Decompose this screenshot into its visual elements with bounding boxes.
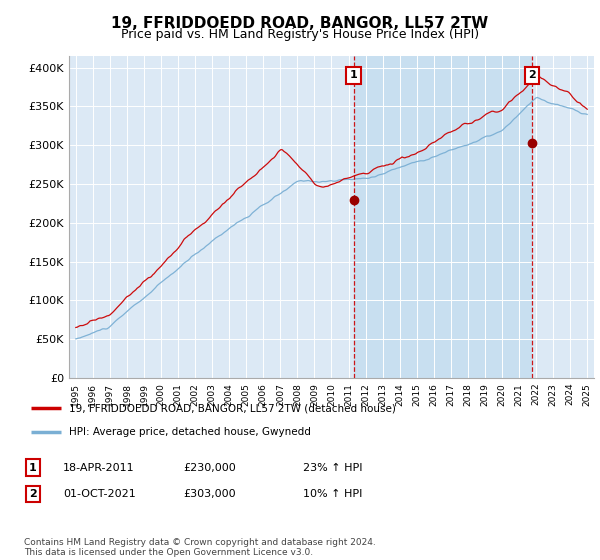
Text: 01-OCT-2021: 01-OCT-2021 — [63, 489, 136, 499]
Bar — [353, 56, 532, 378]
Text: HPI: Average price, detached house, Gwynedd: HPI: Average price, detached house, Gwyn… — [68, 427, 311, 437]
Text: 19, FFRIDDOEDD ROAD, BANGOR, LL57 2TW: 19, FFRIDDOEDD ROAD, BANGOR, LL57 2TW — [112, 16, 488, 31]
Text: 19, FFRIDDOEDD ROAD, BANGOR, LL57 2TW (detached house): 19, FFRIDDOEDD ROAD, BANGOR, LL57 2TW (d… — [68, 403, 395, 413]
Text: £303,000: £303,000 — [183, 489, 236, 499]
Text: 1: 1 — [350, 71, 358, 80]
Text: 2: 2 — [528, 71, 536, 80]
Text: 2: 2 — [29, 489, 37, 499]
Text: 23% ↑ HPI: 23% ↑ HPI — [303, 463, 362, 473]
Text: 1: 1 — [29, 463, 37, 473]
Text: Contains HM Land Registry data © Crown copyright and database right 2024.
This d: Contains HM Land Registry data © Crown c… — [24, 538, 376, 557]
Text: 10% ↑ HPI: 10% ↑ HPI — [303, 489, 362, 499]
Text: £230,000: £230,000 — [183, 463, 236, 473]
Text: Price paid vs. HM Land Registry's House Price Index (HPI): Price paid vs. HM Land Registry's House … — [121, 28, 479, 41]
Text: 18-APR-2011: 18-APR-2011 — [63, 463, 134, 473]
